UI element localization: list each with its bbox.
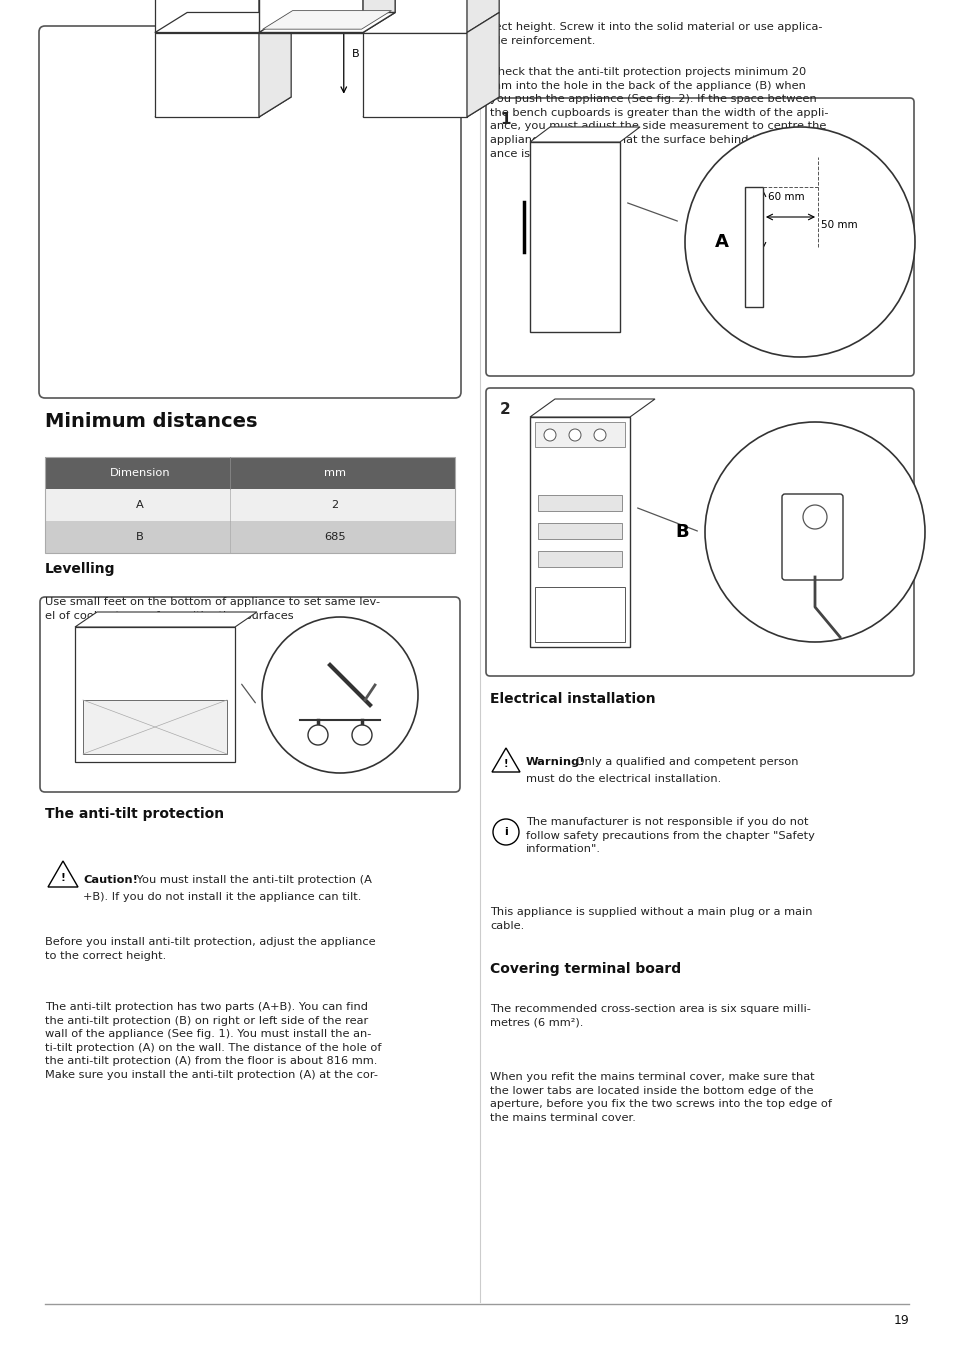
Text: rect height. Screw it into the solid material or use applica-
ble reinforcement.: rect height. Screw it into the solid mat… [490, 22, 821, 46]
Text: Electrical installation: Electrical installation [490, 692, 655, 706]
Circle shape [704, 422, 924, 642]
Polygon shape [154, 32, 258, 118]
Bar [45, 489, 455, 521]
Bar [535, 587, 624, 642]
Text: This appliance is supplied without a main plug or a main
cable.: This appliance is supplied without a mai… [490, 907, 812, 930]
Text: 50 mm: 50 mm [821, 220, 857, 230]
Circle shape [684, 127, 914, 357]
Text: mm: mm [324, 468, 346, 479]
FancyBboxPatch shape [781, 493, 842, 580]
Bar [530, 142, 619, 333]
Circle shape [493, 819, 518, 845]
Bar [744, 187, 762, 307]
Polygon shape [75, 612, 256, 627]
Text: Check that the anti-tilt protection projects minimum 20
mm into the hole in the : Check that the anti-tilt protection proj… [490, 68, 827, 158]
Text: i: i [503, 827, 507, 837]
Polygon shape [262, 11, 391, 30]
Polygon shape [363, 97, 498, 118]
Text: Before you install anti-tilt protection, adjust the appliance
to the correct hei: Before you install anti-tilt protection,… [45, 937, 375, 961]
Text: The recommended cross-section area is six square milli-
metres (6 mm²).: The recommended cross-section area is si… [490, 1005, 810, 1028]
Text: B: B [352, 50, 359, 59]
Text: +B). If you do not install it the appliance can tilt.: +B). If you do not install it the applia… [83, 892, 361, 902]
Text: Only a qualified and competent person: Only a qualified and competent person [572, 757, 798, 767]
Polygon shape [492, 748, 519, 772]
Polygon shape [154, 12, 291, 32]
Polygon shape [363, 32, 467, 118]
Bar [530, 416, 629, 648]
Circle shape [568, 429, 580, 441]
Text: 19: 19 [892, 1314, 908, 1328]
Text: B: B [136, 531, 144, 542]
Bar [45, 457, 455, 489]
Circle shape [308, 725, 328, 745]
Polygon shape [258, 12, 291, 118]
Text: Covering terminal board: Covering terminal board [490, 963, 680, 976]
Circle shape [352, 725, 372, 745]
Text: !: ! [60, 873, 66, 883]
Bar [537, 523, 621, 539]
Text: A: A [136, 500, 144, 510]
Circle shape [802, 506, 826, 529]
Bar [75, 627, 234, 763]
Circle shape [543, 429, 556, 441]
Bar [45, 457, 455, 553]
Text: A: A [714, 233, 728, 251]
Polygon shape [467, 0, 498, 32]
Polygon shape [48, 861, 78, 887]
Text: 60 mm: 60 mm [767, 192, 803, 201]
FancyBboxPatch shape [40, 598, 459, 792]
Circle shape [594, 429, 605, 441]
Polygon shape [154, 0, 258, 32]
Polygon shape [258, 12, 395, 32]
Text: 2: 2 [331, 500, 338, 510]
FancyBboxPatch shape [485, 388, 913, 676]
Text: B: B [675, 523, 688, 541]
Polygon shape [363, 0, 467, 32]
Bar [537, 552, 621, 566]
Text: 1: 1 [499, 112, 510, 127]
Polygon shape [154, 97, 291, 118]
Text: !: ! [503, 758, 508, 769]
Text: Use small feet on the bottom of appliance to set same lev-
el of cooker top surf: Use small feet on the bottom of applianc… [45, 598, 379, 621]
Text: Caution!: Caution! [83, 875, 138, 886]
Text: 2: 2 [499, 402, 510, 416]
FancyBboxPatch shape [39, 26, 460, 397]
Polygon shape [530, 127, 639, 142]
Text: must do the electrical installation.: must do the electrical installation. [525, 773, 720, 784]
Bar [535, 422, 624, 448]
Bar [45, 521, 455, 553]
Text: Minimum distances: Minimum distances [45, 412, 257, 431]
Text: You must install the anti-tilt protection (A: You must install the anti-tilt protectio… [132, 875, 372, 886]
Polygon shape [258, 0, 291, 32]
Circle shape [262, 617, 417, 773]
Bar [83, 700, 227, 754]
FancyBboxPatch shape [485, 97, 913, 376]
Bar [537, 495, 621, 511]
Polygon shape [467, 12, 498, 118]
Text: The manufacturer is not responsible if you do not
follow safety precautions from: The manufacturer is not responsible if y… [525, 817, 814, 854]
Text: Levelling: Levelling [45, 562, 115, 576]
Text: The anti-tilt protection has two parts (A+B). You can find
the anti-tilt protect: The anti-tilt protection has two parts (… [45, 1002, 381, 1080]
Polygon shape [363, 0, 395, 32]
Text: When you refit the mains terminal cover, make sure that
the lower tabs are locat: When you refit the mains terminal cover,… [490, 1072, 831, 1122]
Text: Dimension: Dimension [110, 468, 171, 479]
Text: The anti-tilt protection: The anti-tilt protection [45, 807, 224, 821]
Text: 685: 685 [324, 531, 345, 542]
Text: Warning!: Warning! [525, 757, 585, 767]
Polygon shape [530, 399, 655, 416]
Polygon shape [154, 12, 498, 32]
Polygon shape [258, 0, 363, 32]
